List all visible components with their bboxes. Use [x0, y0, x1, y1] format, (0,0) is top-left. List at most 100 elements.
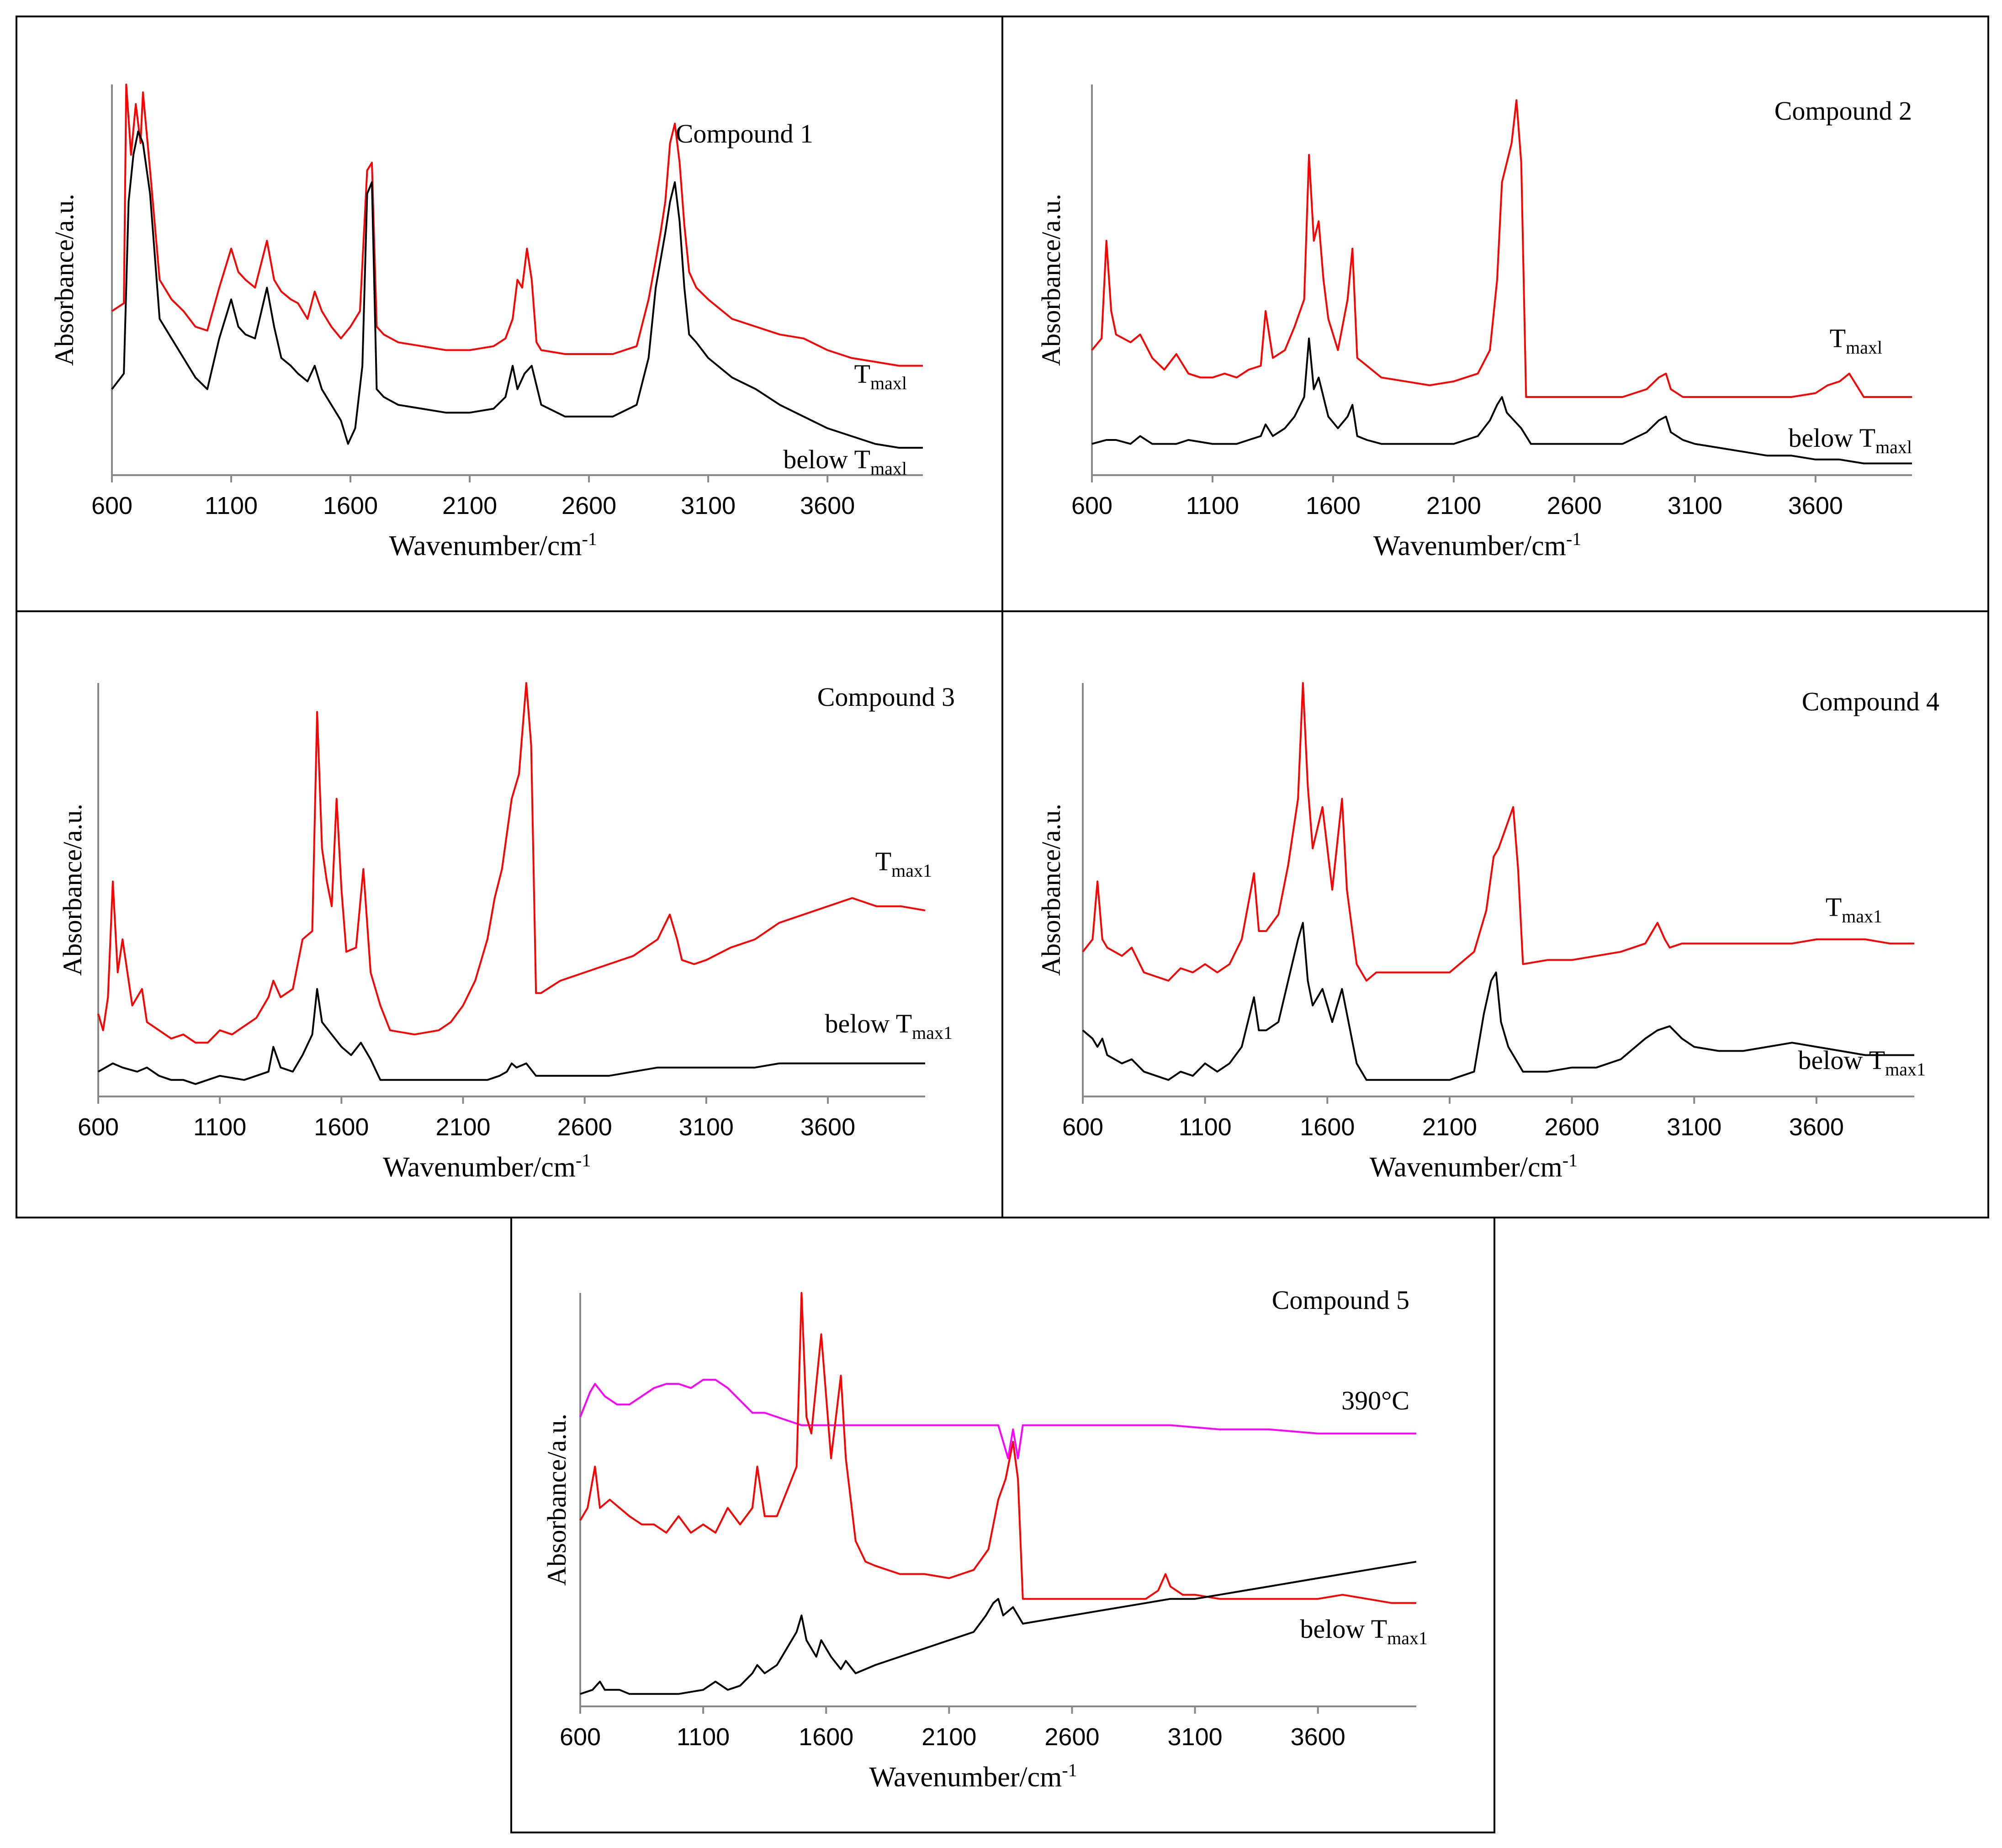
- series-label: 390°C: [1341, 1386, 1409, 1415]
- x-axis-label: Wavenumber/cm-1: [1370, 1150, 1578, 1183]
- series-line-red: [97, 682, 926, 1044]
- chart-title: Compound 2: [1774, 96, 1912, 126]
- series-label: below Tmax1: [1798, 1045, 1926, 1080]
- chart-title: Compound 1: [676, 119, 813, 148]
- x-tick-label: 1600: [323, 492, 378, 519]
- x-tick-label: 2100: [922, 1723, 976, 1751]
- chart-title: Compound 3: [817, 682, 955, 712]
- series-line-black: [1082, 921, 1914, 1081]
- x-tick-label: 600: [78, 1113, 119, 1141]
- x-tick-label: 1600: [799, 1723, 853, 1751]
- x-tick-label: 2600: [561, 492, 616, 519]
- x-tick-label: 3100: [1668, 492, 1722, 519]
- series-label-sub: max1: [1885, 1059, 1926, 1080]
- series-label-main: below T: [825, 1009, 912, 1038]
- panel-compound-4-frame: [1001, 610, 1989, 1218]
- x-tick-label: 2100: [442, 492, 497, 519]
- x-tick-label: 600: [91, 492, 132, 519]
- series-label: Tmax1: [1826, 892, 1882, 927]
- x-tick-label: 3600: [1789, 1113, 1844, 1141]
- chart-compound-1: 600 1100 1600 2100 2600 3100 3600 Wavenumber/cm…: [49, 84, 923, 561]
- x-tick-label: 3100: [1168, 1723, 1223, 1751]
- x-tick-label: 1600: [1300, 1113, 1355, 1141]
- series-label-main: below T: [1300, 1614, 1388, 1644]
- x-axis-label-sup: -1: [582, 529, 597, 549]
- x-tick-label: 1100: [1179, 1113, 1232, 1141]
- panel-compound-3-frame: [16, 610, 1003, 1218]
- x-axis-label: Wavenumber/cm-1: [1373, 529, 1581, 561]
- x-tick-label: 3100: [1667, 1113, 1721, 1141]
- chart-compound-5: 600 1100 1600 2100 2600 3100 3600 Wavenumber/cm…: [542, 1285, 1428, 1793]
- series-label: Tmax1: [875, 847, 932, 881]
- panel-compound-5-frame: [510, 1217, 1495, 1833]
- series-label-main: T: [875, 847, 891, 876]
- series-label: below Tmax1: [1300, 1614, 1428, 1648]
- series-label-sub: maxl: [1846, 337, 1882, 358]
- x-tick-label: 3100: [679, 1113, 734, 1141]
- series-label-sub: max1: [912, 1022, 953, 1043]
- series-label-main: below T: [783, 445, 870, 474]
- x-axis-label-sup: -1: [1062, 1760, 1077, 1780]
- series-line-black: [111, 130, 923, 449]
- series-label-main: T: [1826, 892, 1842, 922]
- x-tick-label: 1600: [314, 1113, 369, 1141]
- x-axis-label: Wavenumber/cm-1: [383, 1150, 591, 1183]
- x-tick-label: 3600: [800, 1113, 855, 1141]
- x-tick-label: 3600: [1291, 1723, 1345, 1751]
- x-tick-label: 1100: [205, 492, 258, 519]
- y-axis-label: Absorbance/a.u.: [1036, 194, 1066, 366]
- x-tick-label: 1100: [677, 1723, 730, 1751]
- series-label-main: below T: [1798, 1045, 1885, 1075]
- series-line-red: [111, 84, 923, 367]
- x-axis-label-sup: -1: [1562, 1150, 1578, 1170]
- panel-compound-2-frame: [1001, 16, 1989, 612]
- x-tick-label: 2600: [1044, 1723, 1099, 1751]
- x-tick-label: 2600: [1547, 492, 1602, 519]
- x-tick-label: 2600: [557, 1113, 612, 1141]
- x-axis-label-main: Wavenumber/cm: [869, 1762, 1062, 1793]
- series-label-main: below T: [1788, 423, 1875, 453]
- series-label: below Tmaxl: [783, 445, 907, 479]
- series-label-main: T: [854, 359, 870, 389]
- x-axis-label-sup: -1: [576, 1150, 591, 1170]
- series-line-black: [1091, 337, 1912, 465]
- x-tick-label: 3600: [1788, 492, 1843, 519]
- chart-compound-3: 600 1100 1600 2100 2600 3100 3600 Wavenumber/cm…: [58, 682, 955, 1183]
- series-label-sub: maxl: [870, 458, 907, 479]
- series-label-sub: maxl: [870, 373, 907, 393]
- y-axis-label: Absorbance/a.u.: [1036, 804, 1066, 976]
- series-label-sub: max1: [1842, 906, 1882, 927]
- series-label-main: T: [1830, 323, 1846, 353]
- series-label: below Tmaxl: [1788, 423, 1912, 457]
- series-line-black: [580, 1561, 1417, 1695]
- series-line-red: [1082, 682, 1914, 982]
- x-axis-label-main: Wavenumber/cm: [389, 530, 582, 561]
- series-label: below Tmax1: [825, 1009, 953, 1043]
- series-line-black: [98, 988, 925, 1085]
- x-axis-label: Wavenumber/cm-1: [389, 529, 597, 561]
- x-tick-label: 1100: [193, 1113, 246, 1141]
- series-label-sub: maxl: [1875, 437, 1912, 457]
- y-axis-label: Absorbance/a.u.: [49, 194, 79, 366]
- series-label: Tmaxl: [1830, 323, 1882, 358]
- y-axis-label: Absorbance/a.u.: [542, 1414, 572, 1586]
- x-tick-label: 2100: [1422, 1113, 1477, 1141]
- chart-compound-2: 600 1100 1600 2100 2600 3100 3600 Wavenumber/cm…: [1036, 85, 1912, 561]
- x-axis-label-main: Wavenumber/cm: [1373, 530, 1566, 561]
- x-tick-label: 1100: [1186, 492, 1239, 519]
- chart-title: Compound 5: [1272, 1285, 1409, 1315]
- x-axis-label: Wavenumber/cm-1: [869, 1760, 1077, 1793]
- x-axis-label-main: Wavenumber/cm: [1370, 1152, 1562, 1183]
- x-tick-label: 2100: [435, 1113, 490, 1141]
- series-line-magenta: [579, 1379, 1416, 1459]
- series-label-main: 390°C: [1341, 1386, 1409, 1415]
- x-tick-label: 3600: [800, 492, 855, 519]
- y-axis-label: Absorbance/a.u.: [58, 804, 87, 976]
- panel-compound-1-frame: [16, 16, 1003, 612]
- series-label-sub: max1: [1387, 1628, 1428, 1648]
- x-tick-label: 600: [1071, 492, 1112, 519]
- x-axis-label-main: Wavenumber/cm: [383, 1152, 576, 1183]
- x-tick-label: 1600: [1306, 492, 1361, 519]
